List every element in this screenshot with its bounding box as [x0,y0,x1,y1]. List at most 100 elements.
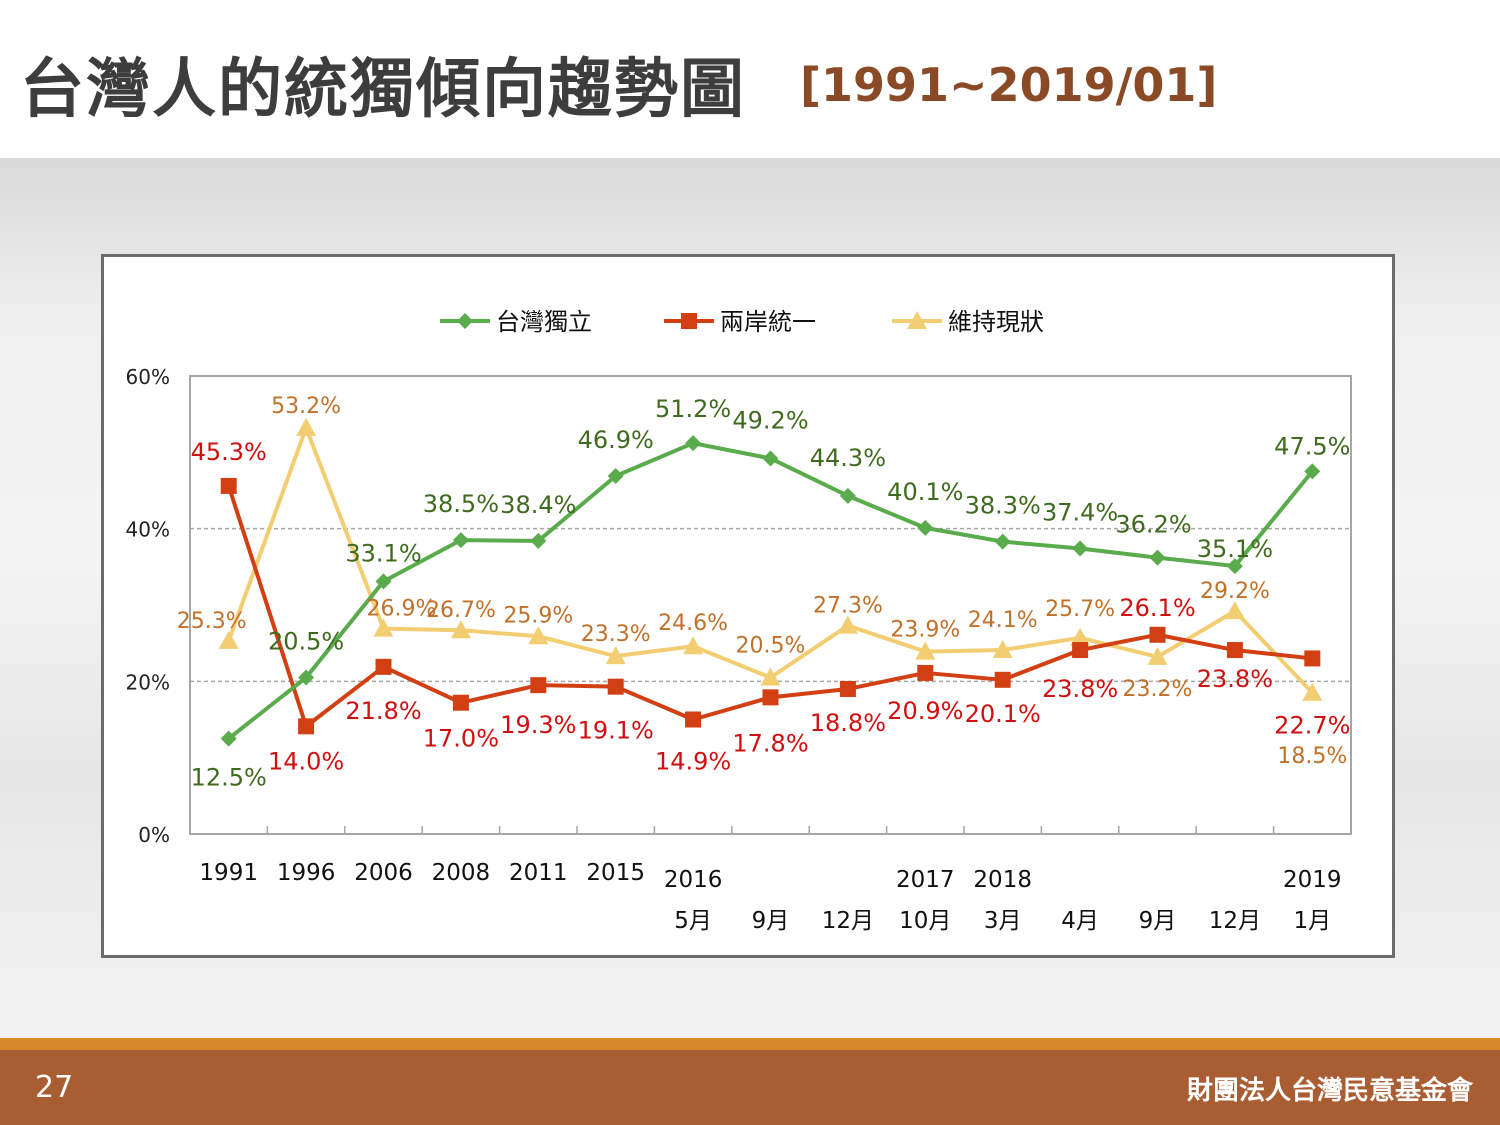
chart-axes: 0% 20% 40% 60% 1991 1996 2006 2008 2011 2015 2016 2… [126,365,1352,934]
data-point-diamond [762,450,779,467]
data-point-triangle [1147,646,1168,665]
footer-stripe [0,1038,1500,1050]
data-point-square [220,477,237,494]
data-point-square [607,678,624,695]
organization-name: 財團法人台灣民意基金會 [1186,1076,1473,1106]
data-label: 38.3% [965,492,1041,520]
x-tick-label-month: 12月 [1209,908,1261,934]
x-tick-label: 1991 [199,860,258,886]
data-point-diamond [685,435,702,452]
data-point-square [917,664,934,681]
data-label: 25.3% [177,609,247,634]
data-label: 20.9% [887,697,963,725]
data-label: 14.0% [268,747,344,775]
series-維持現狀 [218,417,1323,701]
data-label: 25.9% [503,603,573,628]
data-label: 27.3% [813,594,883,619]
x-tick-label-month: 3月 [984,908,1022,934]
data-label: 38.5% [423,490,499,518]
x-tick-label: 2017 [896,867,955,893]
x-tick-label-month: 1月 [1293,908,1331,934]
data-point-triangle [373,618,394,637]
x-tick-label-month: 10月 [899,908,951,934]
data-label: 22.7% [1274,711,1350,739]
data-point-square [839,680,856,697]
data-label: 23.9% [890,618,960,643]
data-point-triangle [296,417,317,436]
data-point-diamond [452,532,469,549]
series-台灣獨立 [220,435,1321,747]
data-point-square [1304,650,1321,667]
data-label: 23.2% [1123,677,1193,702]
data-point-triangle [528,626,549,645]
data-point-diamond [298,669,315,686]
data-label: 46.9% [578,426,654,454]
data-label: 20.5% [736,634,806,659]
data-label: 21.8% [345,697,421,725]
data-point-triangle [683,636,704,655]
data-point-triangle [992,640,1013,659]
data-label: 20.5% [268,628,344,656]
x-tick-label: 2008 [432,860,491,886]
data-point-square [994,671,1011,688]
data-label: 38.4% [500,491,576,519]
data-point-diamond [530,532,547,549]
chart-series [218,417,1323,747]
data-label: 33.1% [345,539,421,567]
data-point-square [685,711,702,728]
data-label: 49.2% [732,406,808,434]
x-tick-label-month: 4月 [1061,908,1099,934]
x-tick-label: 2006 [354,860,413,886]
y-tick-label: 20% [126,670,170,694]
data-point-triangle [1302,682,1323,701]
data-label: 14.9% [655,748,731,776]
chart-legend: 台灣獨立 兩岸統一 維持現狀 [440,308,1044,336]
data-label: 19.3% [500,711,576,739]
data-point-diamond [375,573,392,590]
chart-data-labels: 12.5% 20.5% 33.1%38.5% 38.4% 46.9%51.2% 49.2%… [177,394,1351,792]
x-tick-label: 2015 [586,860,645,886]
data-point-diamond [994,533,1011,550]
legend-label: 台灣獨立 [496,308,592,336]
data-label: 24.6% [658,611,728,636]
legend-label: 維持現狀 [948,308,1044,336]
data-point-triangle [450,620,471,639]
data-label: 35.1% [1197,535,1273,563]
data-point-diamond [1304,463,1321,480]
data-point-triangle [837,615,858,634]
x-tick-label: 2016 [664,867,723,893]
data-label: 23.8% [1197,665,1273,693]
data-label: 29.2% [1200,579,1270,604]
data-label: 24.1% [968,608,1038,633]
data-label: 18.5% [1277,744,1347,769]
data-label: 37.4% [1042,499,1118,527]
x-tick-label-month: 9月 [1139,908,1177,934]
data-label: 18.8% [810,709,886,737]
page-subtitle: [1991~2019/01] [800,58,1218,112]
data-point-square [1072,642,1089,659]
y-tick-label: 40% [126,518,170,542]
data-label: 47.5% [1274,432,1350,460]
data-point-triangle [760,667,781,686]
data-point-square [762,689,779,706]
data-label: 20.1% [965,700,1041,728]
data-label: 17.0% [423,725,499,753]
footer [0,1050,1500,1125]
data-label: 51.2% [655,395,731,423]
series-兩岸統一 [220,477,1321,735]
data-label: 17.8% [732,729,808,757]
plot-area-border [189,375,1352,835]
data-point-diamond [607,467,624,484]
data-label: 25.7% [1045,597,1115,622]
data-point-square [298,718,315,735]
x-tick-label-month: 9月 [752,908,790,934]
data-label: 53.2% [271,394,341,419]
data-label: 19.1% [578,717,654,745]
data-point-triangle [1224,601,1245,620]
data-point-square [530,677,547,694]
data-point-diamond [917,519,934,536]
data-point-diamond [839,487,856,504]
data-point-diamond [220,730,237,747]
legend-label: 兩岸統一 [720,308,816,336]
